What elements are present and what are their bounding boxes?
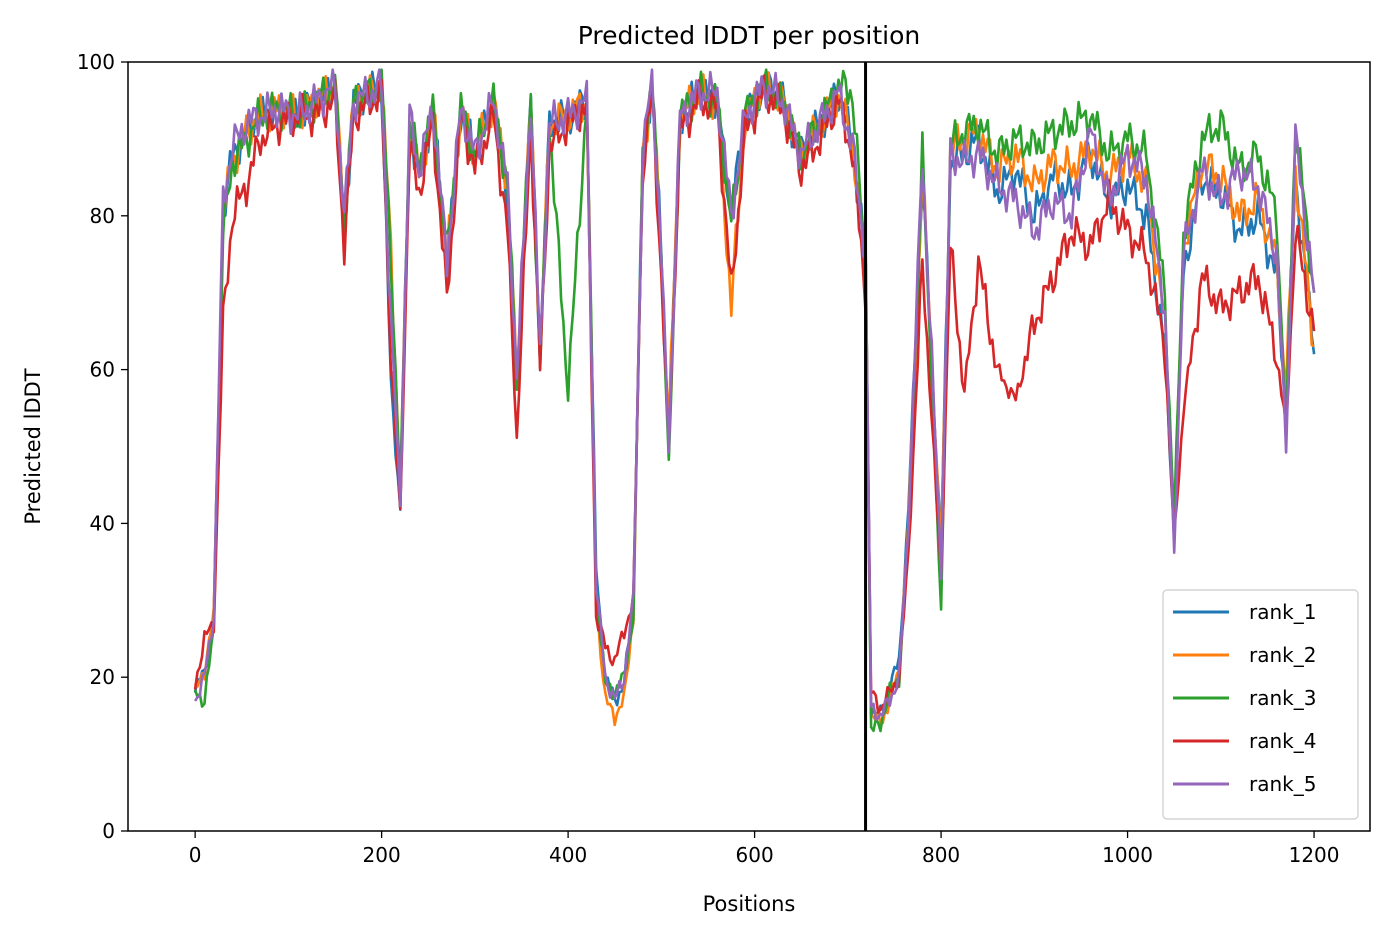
x-tick-label: 0 <box>189 843 202 867</box>
legend-label-rank_3: rank_3 <box>1249 686 1316 710</box>
x-axis-title: Positions <box>703 892 796 916</box>
legend-label-rank_4: rank_4 <box>1249 729 1316 753</box>
x-tick-label: 400 <box>549 843 587 867</box>
y-tick-label: 0 <box>102 819 115 843</box>
y-tick-label: 80 <box>90 204 115 228</box>
x-axis: 0 200 400 600 800 1000 1200 <box>189 831 1340 867</box>
series-line-rank_5 <box>193 68 1316 721</box>
x-tick-label: 200 <box>363 843 401 867</box>
legend-box <box>1162 589 1359 820</box>
legend-label-rank_5: rank_5 <box>1249 772 1316 796</box>
y-tick-label: 100 <box>77 50 115 74</box>
y-tick-label: 40 <box>90 511 115 535</box>
x-tick-label: 1000 <box>1102 843 1153 867</box>
x-tick-label: 800 <box>922 843 960 867</box>
y-tick-label: 60 <box>90 358 115 382</box>
legend-label-rank_1: rank_1 <box>1249 600 1316 624</box>
chart-title: Predicted lDDT per position <box>578 21 920 50</box>
series-layer <box>193 68 1316 733</box>
legend: rank_1 rank_2 rank_3 rank_4 rank_5 <box>1162 589 1359 820</box>
plot-frame <box>127 61 1371 832</box>
y-axis: 0 20 40 60 80 100 <box>77 50 128 843</box>
x-tick-label: 600 <box>736 843 774 867</box>
x-tick-label: 1200 <box>1289 843 1340 867</box>
y-axis-title: Predicted lDDT <box>21 368 45 524</box>
y-tick-label: 20 <box>90 665 115 689</box>
legend-label-rank_2: rank_2 <box>1249 643 1316 667</box>
